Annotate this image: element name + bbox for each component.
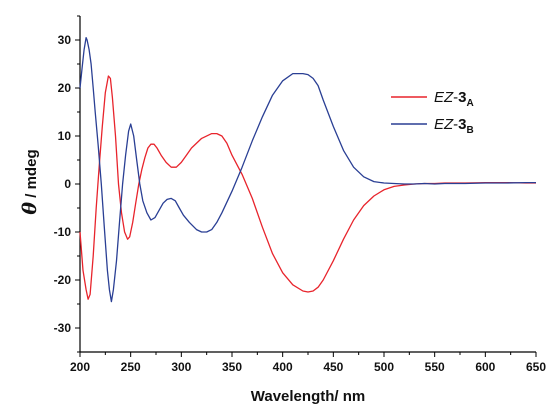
y-axis-ticks: -30 -20 -10 0 10 20 30 bbox=[54, 15, 80, 353]
x-tick-label: 450 bbox=[323, 360, 343, 374]
x-axis-ticks: 200 250 300 350 400 450 500 550 600 650 bbox=[70, 352, 546, 374]
x-tick-label: 600 bbox=[475, 360, 495, 374]
y-tick-label: -30 bbox=[54, 321, 72, 335]
x-tick-label: 400 bbox=[273, 360, 293, 374]
x-tick-label: 300 bbox=[171, 360, 191, 374]
y-tick-label: -10 bbox=[54, 225, 72, 239]
y-axis-symbol: θ bbox=[19, 202, 41, 215]
x-tick-label: 350 bbox=[222, 360, 242, 374]
y-tick-label: -20 bbox=[54, 273, 72, 287]
y-tick-label: 0 bbox=[64, 177, 71, 191]
x-tick-label: 200 bbox=[70, 360, 90, 374]
x-tick-label: 650 bbox=[526, 360, 546, 374]
legend-label-b: EZ-3B bbox=[434, 116, 474, 136]
x-tick-label: 250 bbox=[121, 360, 141, 374]
legend-label-a: EZ-3A bbox=[434, 89, 474, 109]
series-line-b bbox=[79, 36, 536, 303]
y-axis-title: θ / mdeg bbox=[19, 149, 41, 214]
x-axis-title: Wavelength/ nm bbox=[251, 388, 365, 405]
y-tick-label: 20 bbox=[58, 81, 72, 95]
legend: EZ-3A EZ-3B bbox=[391, 89, 474, 136]
series-line-a bbox=[79, 75, 536, 300]
y-axis-unit: / mdeg bbox=[23, 149, 40, 202]
y-tick-label: 10 bbox=[58, 129, 72, 143]
x-tick-label: 500 bbox=[374, 360, 394, 374]
series-layer bbox=[79, 36, 536, 303]
x-tick-label: 550 bbox=[425, 360, 445, 374]
y-tick-label: 30 bbox=[58, 33, 72, 47]
